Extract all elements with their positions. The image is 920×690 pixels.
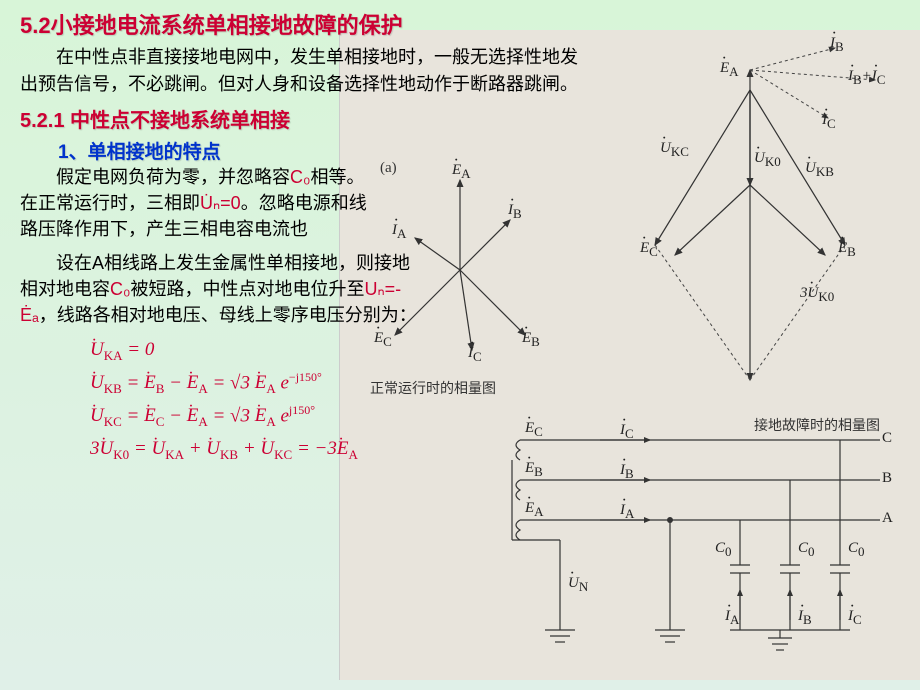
formulas: UKA = 0 UKB = EB − EA = √3 EA e−j150° UK… — [90, 335, 900, 465]
formula-4: 3UK0 = UKA + UKB + UKC = −3EA — [90, 434, 900, 465]
para-1: 在中性点非直接接地电网中，发生单相接地时，一般无选择性地发出预告信号，不必跳闸。… — [20, 44, 580, 98]
slide-content: 5.2小接地电流系统单相接地故障的保护 在中性点非直接接地电网中，发生单相接地时… — [0, 0, 920, 475]
formula-1: UKA = 0 — [90, 335, 900, 366]
subsection-title: 5.2.1 中性点不接地系统单相接 — [20, 104, 900, 133]
section-title: 5.2小接地电流系统单相接地故障的保护 — [20, 8, 900, 40]
formula-2: UKB = EB − EA = √3 EA e−j150° — [90, 368, 900, 399]
subsub-title: 1、单相接地的特点 — [58, 137, 900, 164]
para-3: 设在A相线路上发生金属性单相接地，则接地相对地电容C₀被短路，中性点对地电位升至… — [20, 250, 420, 328]
para-2: 假定电网负荷为零，并忽略容C₀相等。在正常运行时，三相即U̇ₙ=0。忽略电源和线… — [20, 164, 370, 242]
